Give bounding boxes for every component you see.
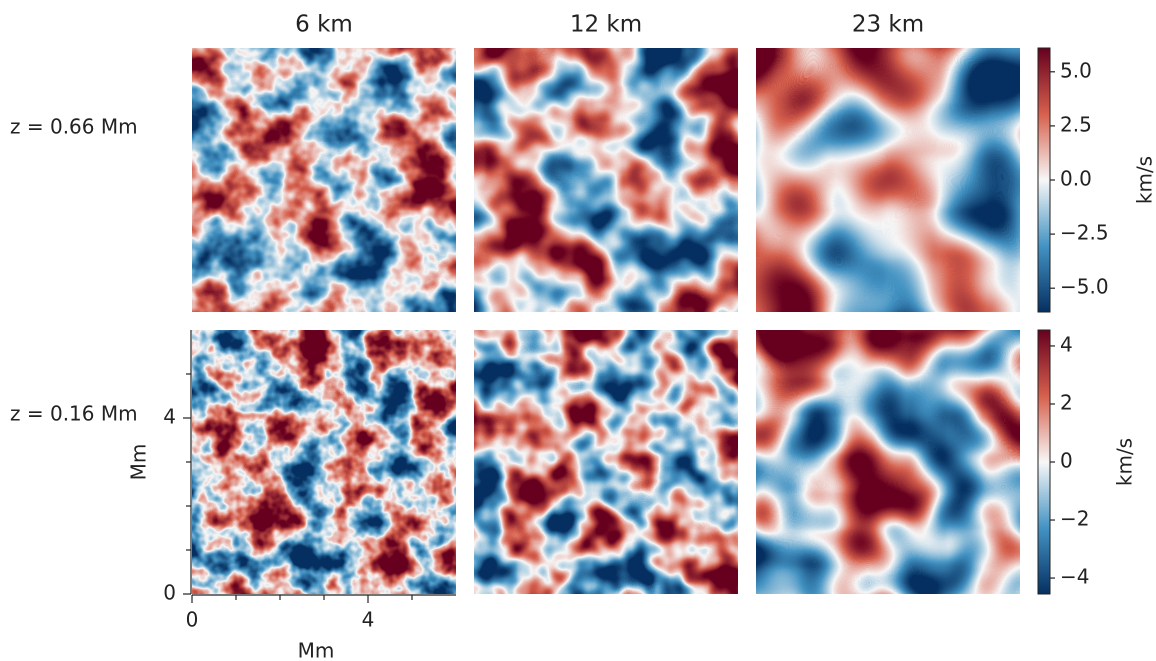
colorbar-tick-label: 4 (1060, 332, 1073, 356)
row-label: z = 0.66 Mm (10, 115, 138, 139)
colorbar (1037, 47, 1051, 313)
colorbar-tick-label: 5.0 (1060, 58, 1092, 82)
colorbar-tick-label: −2.5 (1060, 221, 1109, 245)
column-title: 6 km (295, 12, 353, 38)
heatmap-panel (474, 48, 738, 312)
colorbar-tick-label: 0 (1060, 449, 1073, 473)
colorbar-tick-label: 2 (1060, 390, 1073, 414)
heatmap-panel (192, 330, 456, 594)
row-label: z = 0.16 Mm (10, 402, 138, 426)
heatmap-panel (474, 330, 738, 594)
y-tick-label: 4 (163, 405, 176, 429)
colorbar-tick-label: 0.0 (1060, 167, 1092, 191)
column-title: 12 km (570, 12, 642, 38)
colorbar-tick-label: −5.0 (1060, 275, 1109, 299)
colorbar-label: km/s (1113, 438, 1137, 486)
heatmap-panel (192, 48, 456, 312)
x-tick-label: 0 (186, 608, 199, 632)
colorbar-tick-label: −4 (1060, 565, 1089, 589)
colorbar (1037, 329, 1051, 595)
colorbar-tick-label: −2 (1060, 507, 1089, 531)
y-tick-label: 0 (163, 581, 176, 605)
heatmap-panel (756, 48, 1020, 312)
heatmap-panel (756, 330, 1020, 594)
column-title: 23 km (852, 12, 924, 38)
x-tick-label: 4 (362, 608, 375, 632)
y-axis-label: Mm (127, 444, 151, 481)
colorbar-tick-label: 2.5 (1060, 112, 1092, 136)
x-axis-label: Mm (298, 639, 335, 661)
colorbar-label: km/s (1133, 156, 1156, 204)
